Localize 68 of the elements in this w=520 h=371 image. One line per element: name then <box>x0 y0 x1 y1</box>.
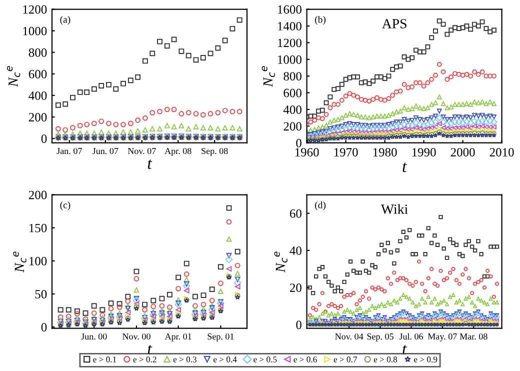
legend-label: e > 0.8 <box>374 356 398 362</box>
y-tick-label: 1600 <box>278 5 302 14</box>
y-tick-label: 400 <box>283 105 302 114</box>
text: APS <box>382 19 406 28</box>
y-axis-title: N$_{c}$$^{e}$ <box>6 66 20 87</box>
y-tick-label: 0 <box>296 320 302 330</box>
x-tick-label: 2000 <box>450 148 475 156</box>
x-tick-label: Apr. 01 <box>164 333 192 342</box>
x-tick-label: Jul. 06 <box>399 333 424 340</box>
x-tick-label: Nov. 04 <box>335 333 364 340</box>
x-tick-label: Sep. 08 <box>202 148 228 156</box>
annotation: (b) <box>315 16 326 25</box>
y-tick-label: 1400 <box>278 22 302 30</box>
x-tick-label: Sep. 05 <box>367 333 394 342</box>
legend-label: e > 0.3 <box>173 356 196 362</box>
y-tick-label: 800 <box>284 72 302 81</box>
x-axis-title: t <box>402 344 407 354</box>
legend-label: e > 0.7 <box>334 356 358 362</box>
x-tick-label: Nov. 07 <box>128 148 156 154</box>
legend-label: e > 0.6 <box>294 356 317 362</box>
y-axis-title: N$_{c}$$^{e}$ <box>13 252 26 272</box>
y-tick-label: 200 <box>284 122 302 131</box>
y-tick-label: 100 <box>29 256 47 266</box>
x-tick-label: Nov. 00 <box>122 333 150 340</box>
legend-label: e > 0.9 <box>414 356 438 362</box>
annotation: (c) <box>60 201 70 210</box>
x-tick-label: 1960 <box>295 148 319 156</box>
x-axis-title: t <box>402 162 407 172</box>
y-tick-label: 40 <box>290 246 302 255</box>
x-tick-label: Apr. 08 <box>164 148 192 156</box>
x-axis-title: t <box>148 159 152 169</box>
x-tick-label: Jun. 07 <box>92 148 118 154</box>
y-tick-label: 0 <box>41 134 47 143</box>
x-tick-label: Sep. 01 <box>208 333 234 342</box>
text: Wiki <box>380 204 408 214</box>
y-tick-label: 400 <box>28 91 47 100</box>
y-axis-title: N$_{c}$$^{e}$ <box>262 66 275 87</box>
x-tick-label: 1980 <box>373 148 397 156</box>
y-tick-label: 0 <box>41 323 47 332</box>
x-tick-label: Jan. 07 <box>56 148 82 154</box>
y-tick-label: 20 <box>290 284 302 292</box>
x-axis-title: t <box>148 344 152 354</box>
annotation: (d) <box>315 201 326 210</box>
y-tick-label: 60 <box>290 209 302 218</box>
y-tick-label: 1000 <box>23 26 47 36</box>
legend-label: e > 0.5 <box>254 356 277 362</box>
y-tick-label: 600 <box>28 70 47 78</box>
y-tick-label: 0 <box>296 138 302 148</box>
y-axis-title: N$_{c}$$^{e}$ <box>274 252 288 272</box>
x-tick-label: 1970 <box>334 148 358 156</box>
legend-label: e > 0.2 <box>133 356 156 362</box>
legend-label: e > 0.4 <box>214 356 237 362</box>
annotation: (a) <box>60 16 70 25</box>
y-tick-label: 600 <box>284 88 302 98</box>
x-tick-label: 2010 <box>490 148 514 156</box>
y-tick-label: 1200 <box>278 38 302 48</box>
x-tick-label: 1990 <box>412 148 436 156</box>
x-tick-label: May. 07 <box>428 333 457 342</box>
x-tick-label: Mar. 08 <box>460 333 488 340</box>
y-tick-label: 1000 <box>278 55 302 64</box>
y-tick-label: 200 <box>28 190 47 200</box>
x-tick-label: Jun. 00 <box>81 333 107 340</box>
y-tick-label: 1200 <box>23 5 47 14</box>
y-tick-label: 150 <box>29 224 47 232</box>
legend-label: e > 0.1 <box>93 356 116 362</box>
y-tick-label: 50 <box>35 290 47 298</box>
y-tick-label: 800 <box>28 48 47 57</box>
y-tick-label: 200 <box>28 113 47 122</box>
